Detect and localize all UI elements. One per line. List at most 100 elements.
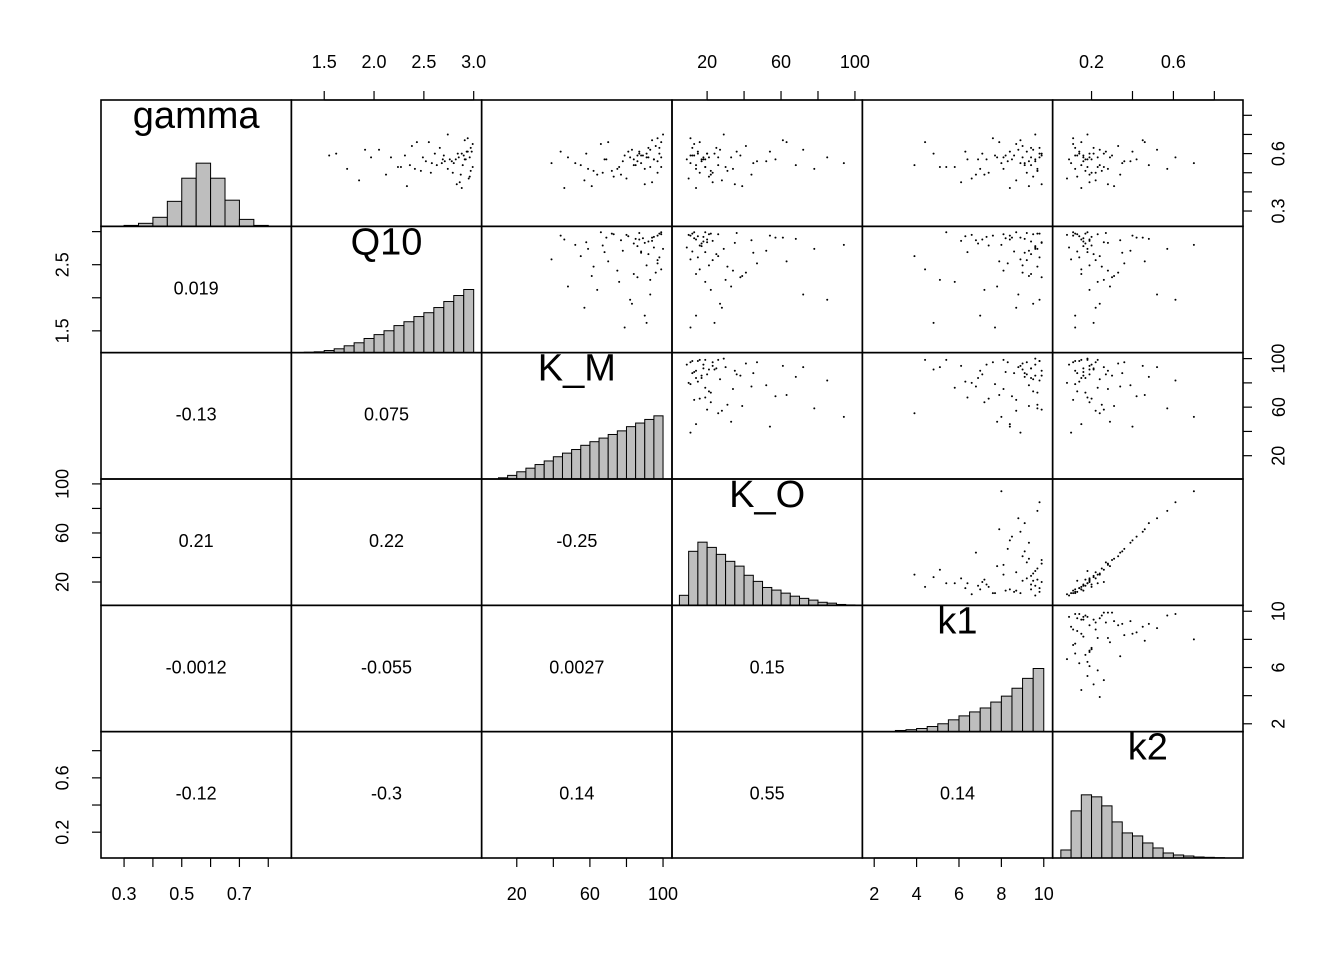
scatter-point [970,233,973,236]
variable-label: gamma [133,95,261,137]
scatter-point [1038,152,1041,155]
scatter-point [1032,378,1035,381]
scatter-point [1078,152,1081,155]
scatter-point [945,165,948,168]
scatter-point [953,582,956,585]
scatter-point [731,167,734,170]
scatter-point [1074,154,1077,157]
scatter-point [709,173,712,176]
scatter-point [1147,522,1150,525]
scatter-point [689,361,692,364]
scatter-point [1038,360,1041,363]
scatter-point [1002,358,1005,361]
scatter-point [1096,156,1099,159]
scatter-point [1040,581,1043,584]
scatter-point [1076,579,1079,582]
scatter-point [785,394,788,397]
scatter-point [1084,391,1087,394]
scatter-point [1131,234,1134,237]
scatter-point [1019,530,1022,533]
scatter-point [1072,234,1075,237]
scatter-point [1106,611,1109,614]
scatter-point [1034,594,1037,597]
scatter-point [913,164,916,167]
scatter-point [994,592,997,595]
scatter-point [768,425,771,428]
scatter-point [1021,579,1024,582]
scatter-point [1096,669,1099,672]
x-tick-label: 10 [1034,884,1054,904]
scatter-point [1065,381,1068,384]
histogram-bar [463,289,475,354]
scatter-point [1074,613,1077,616]
histogram-bar [644,418,655,480]
scatter-point [702,235,705,238]
scatter-point [647,146,650,149]
scatter-point [1088,368,1091,371]
scatter-point [599,143,602,146]
histogram-bar [635,422,646,480]
scatter-point [691,372,694,375]
scatter-point [1108,641,1111,644]
scatter-point [813,247,816,250]
histogram-bar [752,580,764,606]
scatter-point [1017,366,1020,369]
correlation-label: 0.15 [750,657,785,677]
scatter-point [717,255,720,258]
scatter-point [1019,139,1022,142]
scatter-point [433,152,436,155]
scatter-point [1002,269,1005,272]
scatter-point [1034,133,1037,136]
scatter-point [687,177,690,180]
scatter-point [696,235,699,238]
scatter-point [590,274,593,277]
scatter-point [621,249,624,252]
scatter-point [1129,249,1132,252]
scatter-point [1017,517,1020,520]
scatter-point [698,358,701,361]
scatter-point [706,238,709,241]
scatter-point [1088,288,1091,291]
scatter-point [1102,152,1105,155]
scatter-point [711,181,714,184]
scatter-point [1166,247,1169,250]
scatter-point [693,143,696,146]
scatter-point [1015,398,1018,401]
scatter-point [1038,501,1041,504]
scatter-point [1021,555,1024,558]
scatter-point [1000,243,1003,246]
scatter-point [460,152,463,155]
histogram-bar [789,595,801,606]
scatter-point [702,158,705,161]
scatter-point [632,242,635,245]
scatter-point [765,384,768,387]
scatter-point [715,367,718,370]
scatter-point [1086,133,1089,136]
scatter-point [1192,490,1195,493]
scatter-point [625,233,628,236]
scatter-point [585,152,588,155]
histogram-bar [607,433,618,480]
scatter-point [1036,247,1039,250]
scatter-point [616,269,619,272]
scatter-point [1017,293,1020,296]
scatter-point [658,152,661,155]
scatter-point [977,584,980,587]
scatter-point [1166,407,1169,410]
scatter-point [996,285,999,288]
scatter-point [652,235,655,238]
scatter-point [636,154,639,157]
scatter-point [1074,232,1077,235]
scatter-point [715,146,718,149]
scatter-point [601,244,604,247]
scatter-point [695,164,698,167]
scatter-point [1102,568,1105,571]
scatter-point [452,162,455,165]
scatter-point [656,262,659,265]
scatter-point [442,154,445,157]
scatter-point [1102,241,1105,244]
scatter-point [599,231,602,234]
scatter-point [1106,183,1109,186]
scatter-point [1008,238,1011,241]
histogram-bar [947,719,960,733]
